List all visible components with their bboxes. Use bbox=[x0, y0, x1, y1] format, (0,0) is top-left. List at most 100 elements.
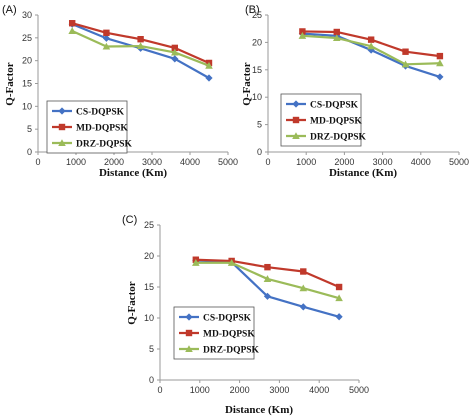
y-tick-label: 15 bbox=[252, 65, 262, 75]
panel-label: (A) bbox=[2, 4, 17, 16]
series-drz-dqpsk bbox=[68, 27, 213, 69]
legend-entry: CS-DQPSK bbox=[310, 101, 359, 111]
legend-swatch-marker bbox=[185, 313, 193, 321]
y-tick-label: 0 bbox=[27, 147, 32, 157]
y-tick-label: 5 bbox=[149, 344, 154, 354]
data-point bbox=[333, 28, 340, 36]
y-tick-label: 15 bbox=[144, 282, 154, 292]
legend-swatch-marker bbox=[58, 123, 66, 131]
data-point bbox=[299, 28, 306, 35]
y-tick-label: 10 bbox=[252, 92, 262, 102]
data-point bbox=[68, 27, 76, 34]
data-point bbox=[367, 36, 375, 43]
data-point bbox=[137, 36, 144, 43]
data-point bbox=[300, 268, 307, 275]
data-point bbox=[171, 44, 178, 52]
x-tick-label: 5000 bbox=[218, 157, 238, 167]
y-tick-label: 20 bbox=[252, 37, 262, 47]
data-point bbox=[436, 73, 444, 81]
data-point bbox=[264, 263, 271, 271]
data-point bbox=[227, 259, 236, 266]
panel-label: (C) bbox=[122, 214, 137, 226]
data-point bbox=[192, 259, 200, 266]
legend-entry: MD-DQPSK bbox=[310, 117, 362, 127]
legend: CS-DQPSK MD-DQPSK DRZ-DQPSK bbox=[280, 93, 367, 147]
legend-entry: CS-DQPSK bbox=[203, 314, 252, 324]
x-tick-label: 4000 bbox=[309, 385, 329, 395]
data-point bbox=[402, 48, 409, 55]
x-tick-label: 2000 bbox=[334, 157, 354, 167]
series-drz-dqpsk bbox=[298, 32, 444, 68]
y-tick-label: 15 bbox=[22, 79, 32, 89]
legend-entry: MD-DQPSK bbox=[203, 330, 255, 340]
data-point bbox=[263, 275, 272, 282]
legend-swatch-marker bbox=[292, 100, 300, 108]
x-tick-label: 1000 bbox=[296, 157, 316, 167]
x-tick-label: 0 bbox=[157, 385, 162, 395]
series-cs-dqpsk bbox=[68, 20, 213, 82]
data-point bbox=[102, 42, 111, 50]
data-point bbox=[205, 74, 213, 82]
legend-entry: MD-DQPSK bbox=[76, 124, 128, 134]
legend-swatch-marker bbox=[292, 116, 300, 124]
legend-entry: CS-DQPSK bbox=[76, 108, 125, 118]
y-tick-label: 30 bbox=[22, 10, 32, 20]
x-axis-label: Distance (Km) bbox=[329, 167, 397, 179]
legend-swatch-marker bbox=[185, 329, 193, 337]
y-tick-label: 20 bbox=[22, 56, 32, 66]
data-point bbox=[69, 20, 76, 27]
data-point bbox=[367, 42, 375, 50]
x-tick-label: 0 bbox=[265, 157, 270, 167]
x-tick-label: 5000 bbox=[349, 385, 369, 395]
x-tick-label: 2000 bbox=[230, 385, 250, 395]
x-tick-label: 3000 bbox=[269, 385, 289, 395]
legend-swatch-marker bbox=[292, 132, 300, 139]
chart-panel-1: (A) 0 5 10 15 20 25 30 0 1000 2000 3000 4000 5000 Dist… bbox=[2, 4, 238, 179]
y-tick-label: 5 bbox=[257, 120, 262, 130]
panel-label: (B) bbox=[245, 4, 260, 16]
x-axis-label: Distance (Km) bbox=[99, 167, 167, 179]
data-point bbox=[136, 42, 145, 50]
data-point bbox=[335, 294, 343, 302]
y-axis-label: Q-Factor bbox=[4, 62, 16, 105]
legend-swatch-marker bbox=[185, 345, 193, 352]
x-tick-label: 3000 bbox=[373, 157, 393, 167]
data-point bbox=[171, 48, 179, 56]
y-tick-label: 20 bbox=[144, 251, 154, 261]
legend-entry: DRZ-DQPSK bbox=[310, 133, 367, 143]
data-point bbox=[299, 303, 307, 311]
chart-panel-2: (B) 0 5 10 15 20 25 0 1000 2000 3000 4000 5000 Distan… bbox=[241, 4, 469, 179]
x-tick-label: 3000 bbox=[142, 157, 162, 167]
data-point bbox=[102, 34, 110, 42]
y-tick-label: 25 bbox=[252, 10, 262, 20]
legend-swatch-marker bbox=[58, 139, 66, 146]
x-axis-label: Distance (Km) bbox=[225, 404, 293, 416]
y-axis-label: Q-Factor bbox=[126, 281, 138, 324]
x-tick-label: 4000 bbox=[411, 157, 431, 167]
data-point bbox=[263, 292, 272, 300]
legend-entry: DRZ-DQPSK bbox=[76, 140, 133, 150]
x-tick-label: 2000 bbox=[104, 157, 124, 167]
y-tick-label: 10 bbox=[144, 313, 154, 323]
y-tick-label: 25 bbox=[22, 33, 32, 43]
x-tick-label: 0 bbox=[35, 157, 40, 167]
series-drz-dqpsk bbox=[192, 259, 343, 302]
data-point bbox=[401, 60, 410, 68]
x-tick-label: 1000 bbox=[190, 385, 210, 395]
data-point bbox=[299, 284, 308, 292]
data-point bbox=[205, 61, 213, 69]
data-point bbox=[298, 32, 307, 39]
data-point bbox=[436, 59, 444, 67]
data-point bbox=[335, 283, 343, 291]
data-point bbox=[103, 29, 110, 37]
y-tick-label: 0 bbox=[149, 375, 154, 385]
x-tick-label: 5000 bbox=[449, 157, 469, 167]
y-axis-label: Q-Factor bbox=[241, 62, 253, 105]
data-point bbox=[436, 52, 444, 60]
legend: CS-DQPSK MD-DQPSK DRZ-DQPSK bbox=[46, 100, 133, 154]
y-tick-label: 25 bbox=[144, 220, 154, 230]
chart-panel-3: (C) 0 5 10 15 20 25 0 1000 2000 3000 4000 5000 Distan… bbox=[122, 214, 369, 416]
y-tick-label: 0 bbox=[257, 147, 262, 157]
y-tick-label: 10 bbox=[22, 101, 32, 111]
